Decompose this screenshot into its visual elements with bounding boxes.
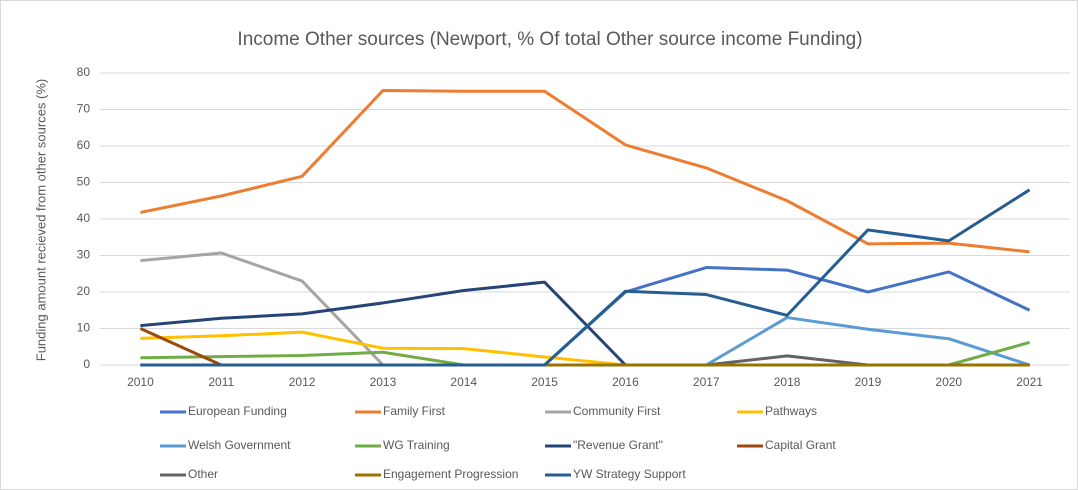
x-tick-label: 2011 xyxy=(208,375,234,389)
legend-label: Community First xyxy=(573,404,661,418)
x-tick-label: 2016 xyxy=(612,375,639,389)
x-tick-label: 2020 xyxy=(935,375,962,389)
y-tick-label: 20 xyxy=(77,284,91,298)
legend-label: WG Training xyxy=(383,438,450,452)
series-line xyxy=(140,188,1031,367)
legend-label: YW Strategy Support xyxy=(573,467,686,481)
y-tick-label: 60 xyxy=(77,138,91,152)
y-tick-label: 80 xyxy=(77,65,91,79)
y-axis-label: Funding amount recieved from other sourc… xyxy=(33,79,48,362)
legend-label: Engagement Progression xyxy=(383,467,518,481)
x-tick-label: 2017 xyxy=(693,375,720,389)
legend-label: Welsh Government xyxy=(188,438,291,452)
y-tick-label: 70 xyxy=(77,102,91,116)
x-tick-label: 2015 xyxy=(531,375,558,389)
y-tick-label: 50 xyxy=(77,175,91,189)
x-tick-label: 2012 xyxy=(289,375,316,389)
x-tick-label: 2014 xyxy=(450,375,477,389)
y-tick-label: 30 xyxy=(77,248,91,262)
legend-label: Pathways xyxy=(765,404,817,418)
x-tick-label: 2021 xyxy=(1016,375,1043,389)
y-tick-label: 10 xyxy=(77,321,91,335)
x-tick-label: 2018 xyxy=(774,375,801,389)
y-tick-label: 0 xyxy=(83,357,90,371)
legend-label: European Funding xyxy=(188,404,287,418)
x-tick-label: 2013 xyxy=(370,375,397,389)
legend-label: Family First xyxy=(383,404,446,418)
legend-label: Capital Grant xyxy=(765,438,836,452)
y-tick-label: 40 xyxy=(77,211,91,225)
x-tick-label: 2010 xyxy=(127,375,154,389)
legend-label: "Revenue Grant" xyxy=(573,438,663,452)
x-tick-label: 2019 xyxy=(855,375,882,389)
chart-title: Income Other sources (Newport, % Of tota… xyxy=(237,29,862,50)
legend-label: Other xyxy=(188,467,218,481)
series-line xyxy=(140,89,1030,254)
